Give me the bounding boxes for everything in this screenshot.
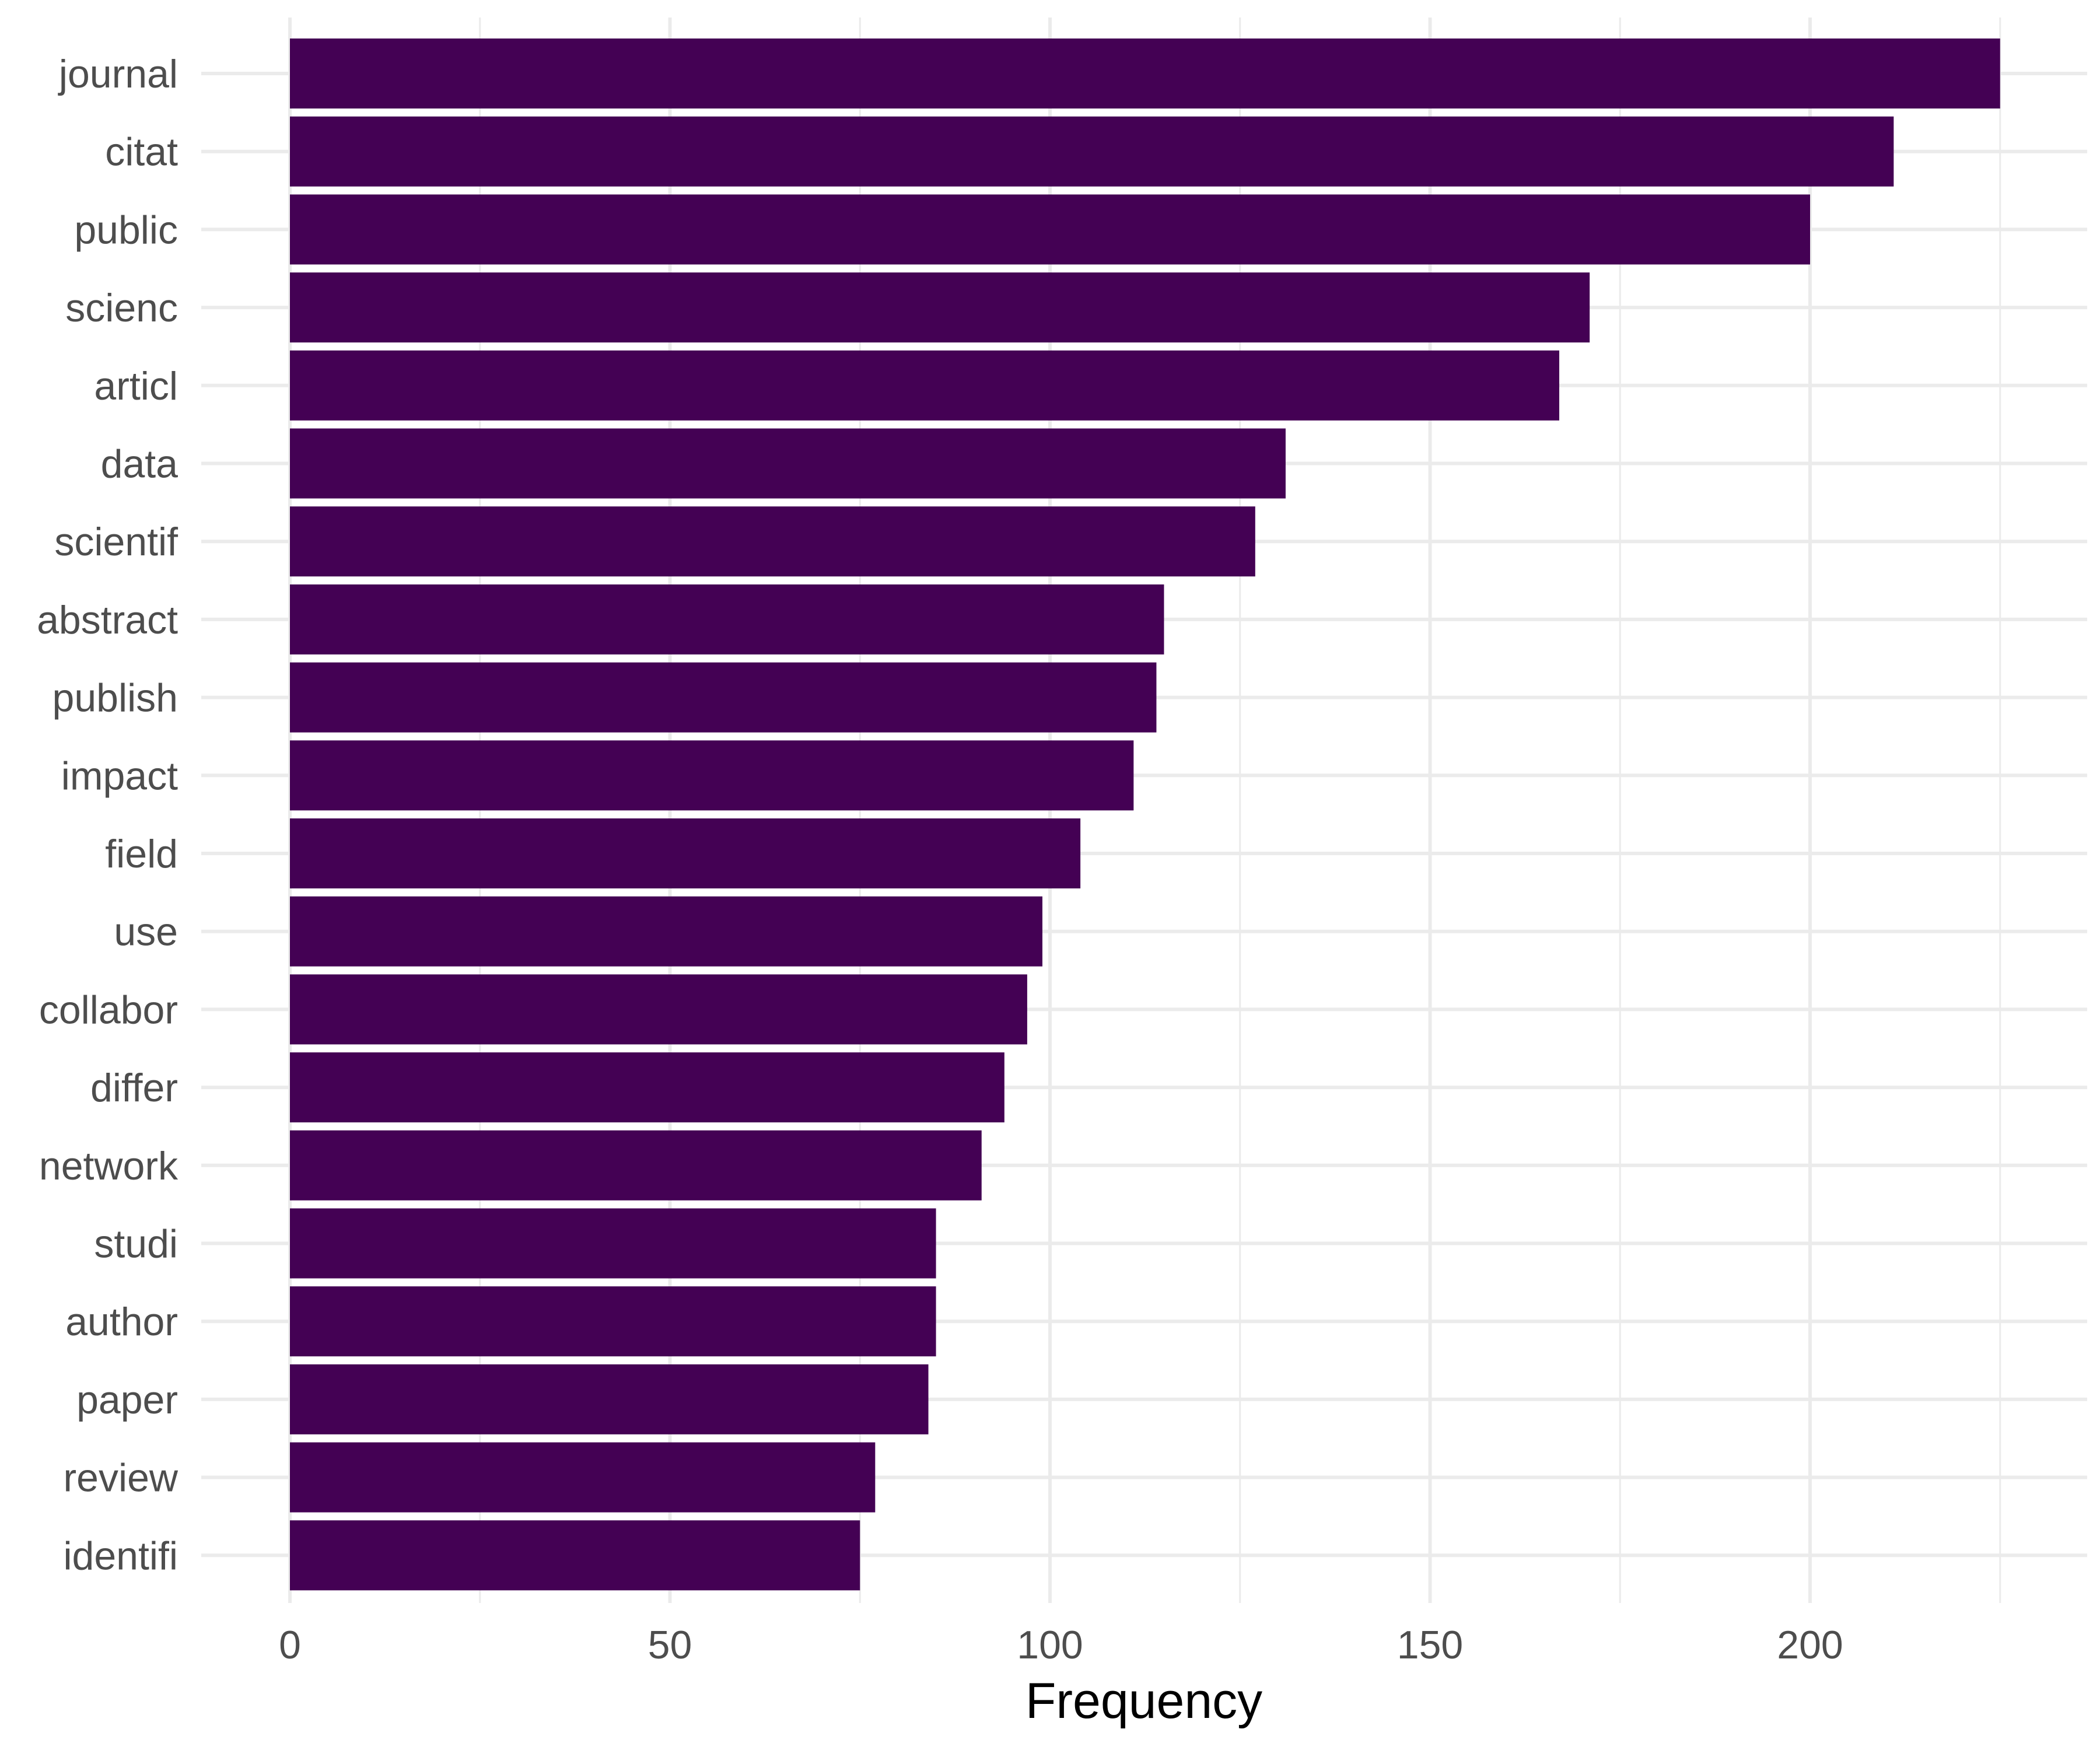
- x-axis-title: Frequency: [1026, 1673, 1262, 1729]
- bar-identifi: [290, 1520, 860, 1591]
- category-label: review: [64, 1456, 178, 1500]
- category-label: field: [105, 832, 178, 876]
- bar-review: [290, 1442, 876, 1513]
- bar-field: [290, 818, 1081, 888]
- category-label: journal: [58, 52, 178, 96]
- bar-impact: [290, 740, 1134, 811]
- bar-author: [290, 1286, 936, 1357]
- category-label: scientif: [54, 520, 178, 564]
- category-label: identifi: [63, 1534, 178, 1578]
- category-label: publish: [52, 676, 178, 720]
- bar-publish: [290, 662, 1157, 733]
- bar-scienc: [290, 272, 1590, 343]
- bar-citat: [290, 116, 1894, 187]
- x-tick-label: 100: [1017, 1623, 1083, 1667]
- bar-public: [290, 194, 1810, 265]
- bars: [290, 38, 2000, 1591]
- bar-abstract: [290, 584, 1164, 654]
- category-label: use: [114, 910, 178, 954]
- bar-journal: [290, 38, 2000, 108]
- category-label: network: [39, 1144, 178, 1188]
- category-label: public: [74, 208, 178, 252]
- bar-articl: [290, 350, 1560, 421]
- bar-data: [290, 428, 1286, 499]
- category-label: author: [65, 1300, 178, 1344]
- bar-collabor: [290, 974, 1027, 1045]
- category-label: paper: [76, 1378, 178, 1422]
- category-label: articl: [94, 364, 178, 408]
- category-label: studi: [94, 1222, 178, 1266]
- bar-use: [290, 896, 1042, 967]
- x-tick-labels: 0 50 100 150 200: [279, 1623, 1843, 1667]
- x-tick-label: 200: [1777, 1623, 1843, 1667]
- category-label: impact: [61, 754, 178, 798]
- category-label: scienc: [65, 286, 178, 330]
- bar-network: [290, 1130, 982, 1200]
- x-tick-label: 50: [648, 1623, 692, 1667]
- bar-studi: [290, 1208, 936, 1279]
- category-label: abstract: [37, 598, 178, 642]
- x-tick-label: 150: [1397, 1623, 1463, 1667]
- category-labels: journal citat public scienc articl data scient…: [37, 52, 178, 1578]
- category-label: collabor: [39, 988, 178, 1032]
- x-tick-label: 0: [279, 1623, 301, 1667]
- category-label: data: [101, 442, 178, 487]
- bar-differ: [290, 1052, 1005, 1123]
- category-label: differ: [90, 1066, 178, 1110]
- bar-paper: [290, 1364, 929, 1434]
- category-label: citat: [105, 130, 178, 174]
- bar-scientif: [290, 506, 1255, 577]
